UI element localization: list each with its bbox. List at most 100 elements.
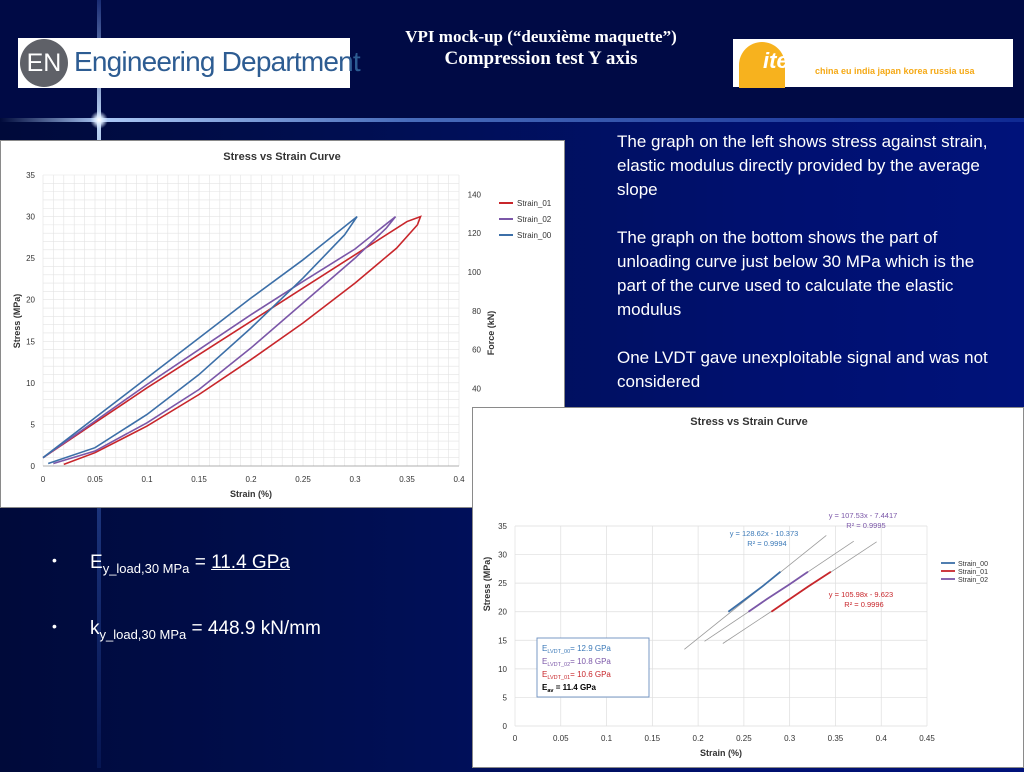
- chart1-x-tick: 0.15: [191, 475, 207, 484]
- bullet-dot: •: [52, 618, 57, 634]
- chart2-r2: R² = 0.9996: [844, 600, 883, 609]
- chart2-y-tick: 0: [503, 722, 508, 731]
- chart2-annotation-line: ELVDT_01= 10.6 GPa: [542, 670, 611, 681]
- chart2-equation: y = 128.62x - 10.373: [730, 529, 799, 538]
- title-line-2: Compression test Y axis: [444, 48, 638, 69]
- annotation-value: = 11.4 GPa: [553, 683, 596, 692]
- chart2-legend-label: Strain_02: [958, 577, 988, 584]
- chart1-series-strain_01: [42, 215, 422, 466]
- e-modulus-value: 11.4 GPa: [211, 552, 290, 573]
- chart2-x-tick: 0.45: [919, 734, 935, 743]
- k-symbol: k: [90, 618, 100, 639]
- chart2-x-label: Strain (%): [700, 748, 742, 758]
- chart2-x-tick: 0.15: [645, 734, 661, 743]
- chart1-svg: Stress vs Strain Curve 0 0.05 0.1 0.15 0.2 0.2…: [12, 151, 552, 499]
- chart2-y-tick: 5: [503, 693, 508, 702]
- chart1-series-strain_00: [42, 215, 358, 465]
- chart2-y-tick: 30: [498, 551, 507, 560]
- chart2-annotation-line: ELVDT_00= 12.9 GPa: [542, 644, 611, 655]
- horizontal-light-streak: [0, 118, 1024, 122]
- chart2-y-label: Stress (MPa): [482, 557, 492, 612]
- chart1-x-label: Strain (%): [230, 489, 272, 499]
- chart1-y2-tick: 100: [468, 268, 482, 277]
- chart2-equation: y = 107.53x - 7.4417: [829, 511, 898, 520]
- chart1-y-tick: 0: [31, 462, 36, 471]
- k-equals: =: [186, 618, 208, 639]
- chart1-y2-tick: 80: [472, 307, 481, 316]
- description-paragraph-3: One LVDT gave unexploitable signal and w…: [617, 348, 988, 391]
- chart1-title: Stress vs Strain Curve: [223, 151, 340, 163]
- chart2-title: Stress vs Strain Curve: [690, 416, 807, 428]
- chart1-y-tick: 10: [26, 379, 35, 388]
- annotation-value: = 12.9 GPa: [570, 644, 611, 653]
- stiffness-expression: ky_load,30 MPa = 448.9 kN/mm: [90, 618, 321, 642]
- chart2-x-tick: 0: [513, 734, 518, 743]
- chart1-y2-label: Force (kN): [486, 311, 496, 356]
- iter-sun-icon: [739, 42, 785, 88]
- annotation-subscript: LVDT_00: [547, 649, 570, 655]
- k-subscript: y_load,30 MPa: [99, 626, 187, 642]
- chart1-y-tick: 20: [26, 296, 35, 305]
- chart1-y-tick: 30: [26, 213, 35, 222]
- chart2-x-tick: 0.35: [828, 734, 844, 743]
- chart1-legend-label: Strain_02: [517, 215, 552, 224]
- annotation-symbol: E: [542, 644, 547, 653]
- light-flare: [90, 111, 108, 129]
- annotation-subscript: av: [547, 688, 554, 694]
- chart2-x-tick: 0.2: [693, 734, 705, 743]
- chart2-annotation-line: ELVDT_02= 10.8 GPa: [542, 657, 611, 668]
- annotation-symbol: E: [542, 657, 547, 666]
- chart1-y-tick: 25: [26, 254, 35, 263]
- en-badge: EN: [20, 39, 68, 87]
- chart2-y-tick: 25: [498, 579, 507, 588]
- annotation-symbol: E: [542, 670, 547, 679]
- chart2-annotation-line: Eav = 11.4 GPa: [542, 683, 596, 694]
- title-line-1: VPI mock-up (“deuxième maquette”): [405, 27, 677, 46]
- e-subscript: y_load,30 MPa: [102, 560, 190, 576]
- en-logo-text: Engineering Department: [74, 46, 361, 77]
- chart2-y-tick: 35: [498, 522, 507, 531]
- iter-word: iter: [763, 48, 798, 73]
- chart1-y-label: Stress (MPa): [12, 294, 22, 349]
- annotation-subscript: LVDT_01: [547, 675, 570, 681]
- chart2-svg: Stress vs Strain Curve 0 5 10 15 20 25 30 35 0 0.0…: [482, 416, 988, 758]
- chart1-x-tick: 0.25: [295, 475, 311, 484]
- chart1-series-strain_02: [42, 215, 397, 465]
- chart2-y-tick: 15: [498, 636, 507, 645]
- stiffness-value: 448.9 kN/mm: [207, 618, 321, 639]
- chart2-r2: R² = 0.9995: [846, 521, 885, 530]
- chart1-x-tick: 0.4: [453, 475, 465, 484]
- slide-title: VPI mock-up (“deuxième maquette”) Compre…: [350, 27, 732, 71]
- engineering-department-logo: EN Engineering Department: [18, 38, 361, 88]
- chart1-y-tick: 5: [31, 420, 36, 429]
- annotation-value: = 10.8 GPa: [570, 657, 611, 666]
- iter-logo: iter china eu india japan korea russia u…: [733, 39, 1013, 88]
- chart2-x-tick: 0.3: [784, 734, 796, 743]
- stress-strain-chart-zoom: Stress vs Strain Curve 0 5 10 15 20 25 30 35 0 0.0…: [472, 407, 1024, 768]
- annotation-symbol: E: [542, 683, 548, 692]
- chart2-y-tick: 10: [498, 665, 507, 674]
- chart1-y-tick: 35: [26, 171, 35, 180]
- description-paragraph-1: The graph on the left shows stress again…: [617, 132, 988, 199]
- chart2-x-tick: 0.05: [553, 734, 569, 743]
- annotation-subscript: LVDT_02: [547, 662, 570, 668]
- chart2-series-strain_01: [770, 570, 832, 613]
- description-text: The graph on the left shows stress again…: [617, 130, 997, 418]
- chart1-y2-tick: 40: [472, 384, 481, 393]
- chart2-series-strain_02: [747, 570, 809, 613]
- chart1-x-tick: 0.2: [245, 475, 257, 484]
- chart1-legend-label: Strain_00: [517, 231, 552, 240]
- chart2-r2: R² = 0.9994: [747, 539, 786, 548]
- chart2-legend-label: Strain_00: [958, 561, 988, 568]
- chart1-x-tick: 0: [41, 475, 46, 484]
- annotation-value: = 10.6 GPa: [570, 670, 611, 679]
- chart2-x-tick: 0.25: [736, 734, 752, 743]
- chart2-series-strain_00: [727, 571, 782, 613]
- chart2-y-tick: 20: [498, 608, 507, 617]
- chart2-annotation-box: [536, 637, 650, 698]
- chart1-y2-tick: 140: [468, 190, 482, 199]
- chart1-legend-label: Strain_01: [517, 199, 552, 208]
- chart1-y2-tick: 60: [472, 346, 481, 355]
- chart2-equation: y = 105.98x - 9.623: [829, 590, 893, 599]
- e-symbol: E: [90, 552, 103, 573]
